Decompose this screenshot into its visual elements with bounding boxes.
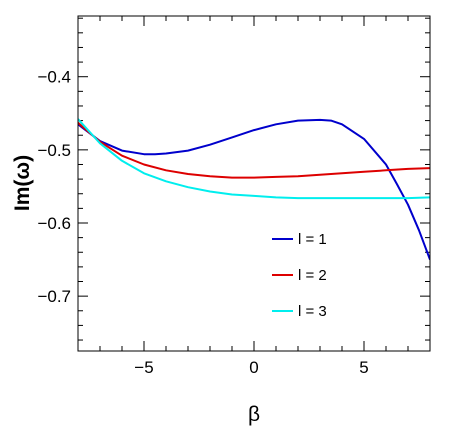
series-layer — [78, 118, 430, 260]
tick-marks — [77, 16, 431, 351]
y-axis-title: Im(ω) — [11, 155, 34, 211]
y-tick-labels: −0.7 −0.6 −0.5 −0.4 — [37, 68, 71, 306]
legend-label-l2: l = 2 — [298, 267, 327, 284]
series-line-l2 — [78, 122, 430, 179]
y-tick-label: −0.5 — [37, 141, 71, 160]
y-tick-label: −0.4 — [37, 68, 71, 87]
legend-label-l1: l = 1 — [298, 231, 327, 248]
x-tick-labels: −5 0 5 — [134, 358, 368, 377]
series-line-l1 — [78, 118, 430, 260]
series-line-l3 — [78, 118, 430, 200]
y-tick-label: −0.7 — [37, 287, 71, 306]
x-tick-label: 0 — [249, 358, 258, 377]
legend: l = 1 l = 2 l = 3 — [272, 231, 327, 320]
x-tick-label: 5 — [359, 358, 368, 377]
y-tick-label: −0.6 — [37, 214, 71, 233]
x-tick-label: −5 — [134, 358, 153, 377]
x-axis-title: β — [248, 403, 260, 426]
legend-label-l3: l = 3 — [298, 303, 327, 320]
plot-frame — [77, 15, 431, 352]
